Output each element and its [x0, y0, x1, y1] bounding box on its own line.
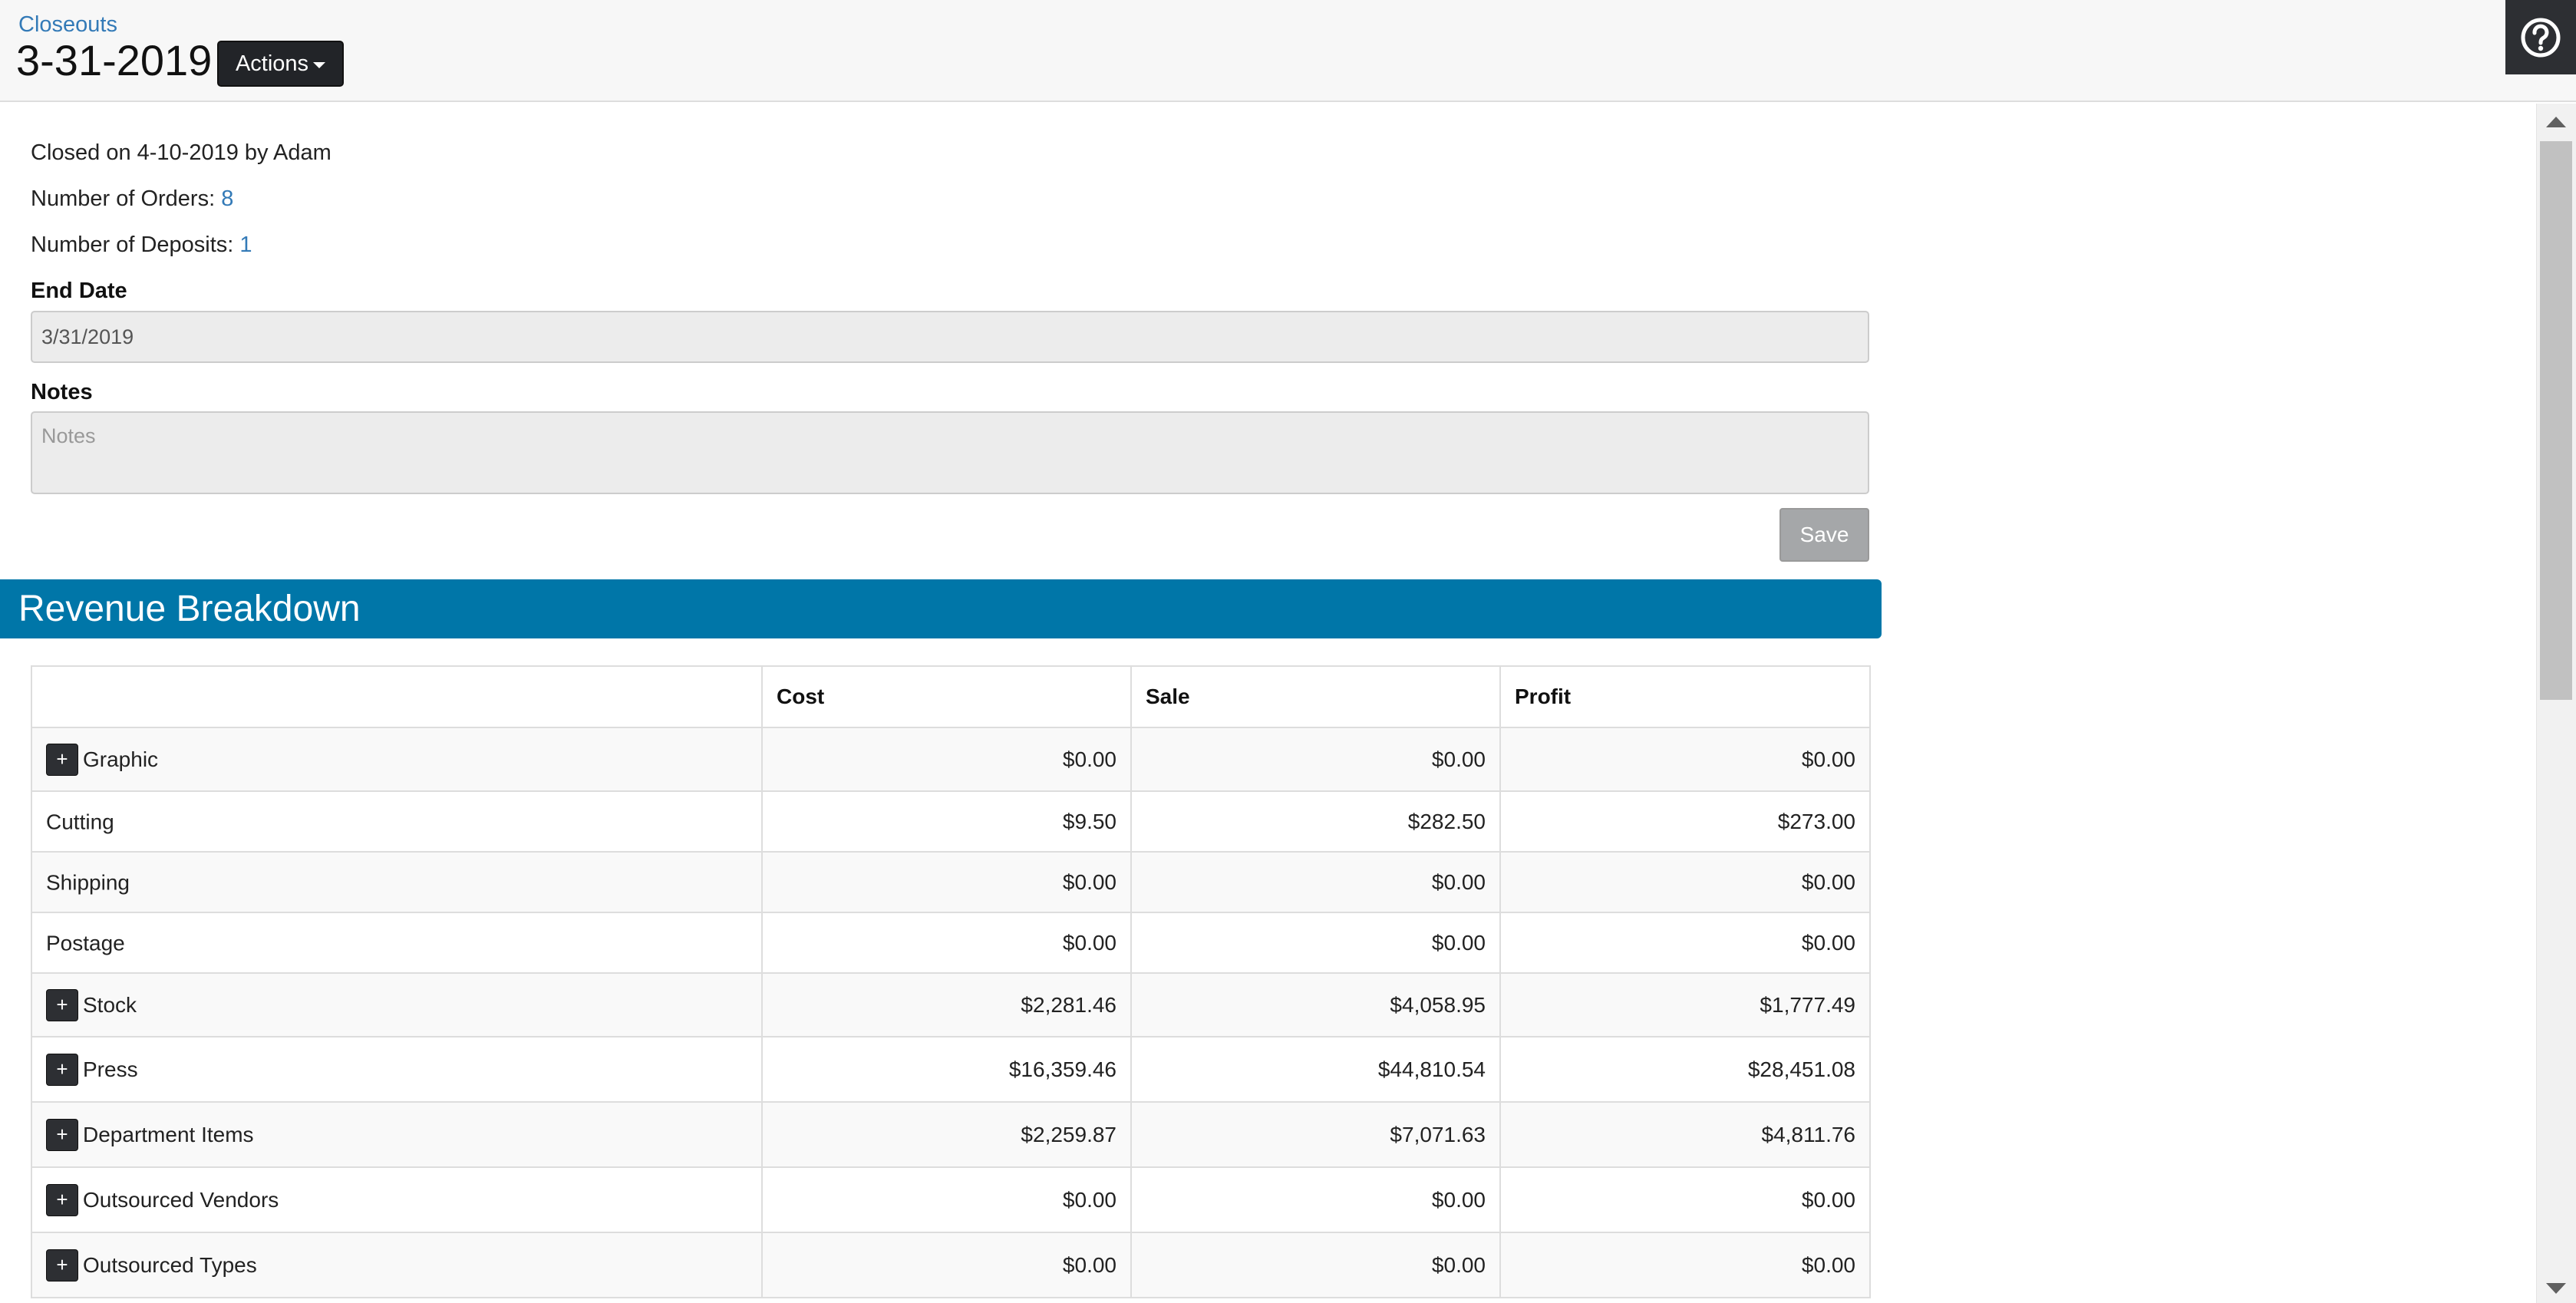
scrollbar-thumb[interactable] — [2540, 141, 2572, 700]
row-cost-cell: $0.00 — [761, 1232, 1132, 1298]
row-label: Graphic — [83, 747, 159, 771]
row-cost-cell: $0.00 — [761, 1166, 1132, 1233]
table-row: Cutting $9.50 $282.50 $273.00 — [31, 790, 1871, 853]
main-content: Closed on 4-10-2019 by Adam Number of Or… — [0, 104, 2536, 1303]
row-cost-cell: $9.50 — [761, 790, 1132, 853]
table-row: + Outsourced Vendors $0.00 $0.00 $0.00 — [31, 1166, 1871, 1233]
row-profit-cell: $0.00 — [1499, 1232, 1871, 1298]
expand-plus-icon[interactable]: + — [46, 743, 78, 776]
question-circle-icon — [2521, 18, 2561, 57]
table-row: + Outsourced Types $0.00 $0.00 $0.00 — [31, 1232, 1871, 1298]
table-row: + Graphic $0.00 $0.00 $0.00 — [31, 727, 1871, 792]
row-label: Postage — [46, 931, 125, 955]
row-label: Shipping — [46, 870, 130, 895]
table-row: + Stock $2,281.46 $4,058.95 $1,777.49 — [31, 972, 1871, 1037]
row-profit-cell: $28,451.08 — [1499, 1036, 1871, 1103]
closed-info: Closed on 4-10-2019 by Adam — [31, 140, 331, 166]
row-cost-cell: $16,359.46 — [761, 1036, 1132, 1103]
actions-button-label: Actions — [235, 51, 309, 76]
column-header-sale: Sale — [1130, 665, 1501, 728]
row-sale-cell: $0.00 — [1130, 851, 1501, 913]
row-sale-cell: $0.00 — [1130, 1232, 1501, 1298]
row-label: Press — [83, 1057, 138, 1081]
save-button[interactable]: Save — [1779, 508, 1869, 562]
row-sale-cell: $4,058.95 — [1130, 972, 1501, 1037]
notes-label: Notes — [31, 380, 93, 404]
end-date-label: End Date — [31, 279, 127, 303]
row-profit-cell: $0.00 — [1499, 912, 1871, 974]
caret-down-icon — [313, 62, 326, 68]
row-label-cell: + Outsourced Types — [31, 1232, 763, 1298]
row-cost-cell: $2,281.46 — [761, 972, 1132, 1037]
column-header-cost: Cost — [761, 665, 1132, 728]
closed-text: Closed on 4-10-2019 by Adam — [31, 140, 331, 165]
orders-count-link[interactable]: 8 — [221, 186, 234, 211]
row-label-cell: Shipping — [31, 851, 763, 913]
row-label-cell: + Press — [31, 1036, 763, 1103]
expand-plus-icon[interactable]: + — [46, 1053, 78, 1086]
row-sale-cell: $0.00 — [1130, 1166, 1501, 1233]
expand-plus-icon[interactable]: + — [46, 1249, 78, 1282]
revenue-table: Cost Sale Profit + Graphic $0.00 $0.00 $0.00… — [31, 665, 1871, 1298]
deposits-label: Number of Deposits: — [31, 233, 240, 257]
row-label-cell: Postage — [31, 912, 763, 974]
row-profit-cell: $4,811.76 — [1499, 1101, 1871, 1168]
row-cost-cell: $0.00 — [761, 727, 1132, 792]
scroll-down-arrow-icon[interactable] — [2546, 1283, 2566, 1294]
table-row: + Press $16,359.46 $44,810.54 $28,451.08 — [31, 1036, 1871, 1103]
row-sale-cell: $7,071.63 — [1130, 1101, 1501, 1168]
row-label-cell: Cutting — [31, 790, 763, 853]
revenue-breakdown-header: Revenue Breakdown — [0, 579, 1882, 638]
row-profit-cell: $0.00 — [1499, 1166, 1871, 1233]
orders-count: Number of Orders: 8 — [31, 186, 233, 212]
row-label-cell: + Department Items — [31, 1101, 763, 1168]
row-profit-cell: $273.00 — [1499, 790, 1871, 853]
breadcrumb-closeouts[interactable]: Closeouts — [18, 12, 117, 37]
row-sale-cell: $44,810.54 — [1130, 1036, 1501, 1103]
row-label-cell: + Graphic — [31, 727, 763, 792]
column-header-profit: Profit — [1499, 665, 1871, 728]
orders-label: Number of Orders: — [31, 186, 222, 211]
row-sale-cell: $0.00 — [1130, 912, 1501, 974]
actions-dropdown-button[interactable]: Actions — [217, 41, 344, 87]
deposits-count: Number of Deposits: 1 — [31, 233, 252, 258]
row-label: Stock — [83, 992, 137, 1017]
row-label: Outsourced Types — [83, 1252, 257, 1277]
row-sale-cell: $282.50 — [1130, 790, 1501, 853]
row-label: Cutting — [46, 810, 114, 834]
row-profit-cell: $1,777.49 — [1499, 972, 1871, 1037]
row-label: Outsourced Vendors — [83, 1187, 279, 1212]
row-cost-cell: $0.00 — [761, 912, 1132, 974]
scroll-up-arrow-icon[interactable] — [2546, 117, 2566, 127]
expand-plus-icon[interactable]: + — [46, 988, 78, 1021]
row-profit-cell: $0.00 — [1499, 727, 1871, 792]
row-cost-cell: $0.00 — [761, 851, 1132, 913]
table-row: + Department Items $2,259.87 $7,071.63 $4,81… — [31, 1101, 1871, 1168]
row-label-cell: + Stock — [31, 972, 763, 1037]
row-label-cell: + Outsourced Vendors — [31, 1166, 763, 1233]
row-profit-cell: $0.00 — [1499, 851, 1871, 913]
expand-plus-icon[interactable]: + — [46, 1183, 78, 1216]
help-button[interactable] — [2505, 0, 2576, 74]
row-cost-cell: $2,259.87 — [761, 1101, 1132, 1168]
expand-plus-icon[interactable]: + — [46, 1118, 78, 1151]
table-row: Postage $0.00 $0.00 $0.00 — [31, 912, 1871, 974]
deposits-count-link[interactable]: 1 — [239, 233, 252, 257]
end-date-field[interactable]: 3/31/2019 — [31, 311, 1869, 363]
top-bar: Closeouts 3-31-2019 Actions — [0, 0, 2576, 102]
page-title: 3-31-2019 — [16, 36, 213, 84]
table-header-row: Cost Sale Profit — [31, 665, 1871, 728]
row-label: Department Items — [83, 1122, 254, 1146]
row-sale-cell: $0.00 — [1130, 727, 1501, 792]
notes-textarea[interactable]: Notes — [31, 411, 1869, 494]
revenue-table-body: + Graphic $0.00 $0.00 $0.00 Cutting $9.50 $282.… — [31, 727, 1871, 1298]
table-row: Shipping $0.00 $0.00 $0.00 — [31, 851, 1871, 913]
column-header-label — [31, 665, 763, 728]
